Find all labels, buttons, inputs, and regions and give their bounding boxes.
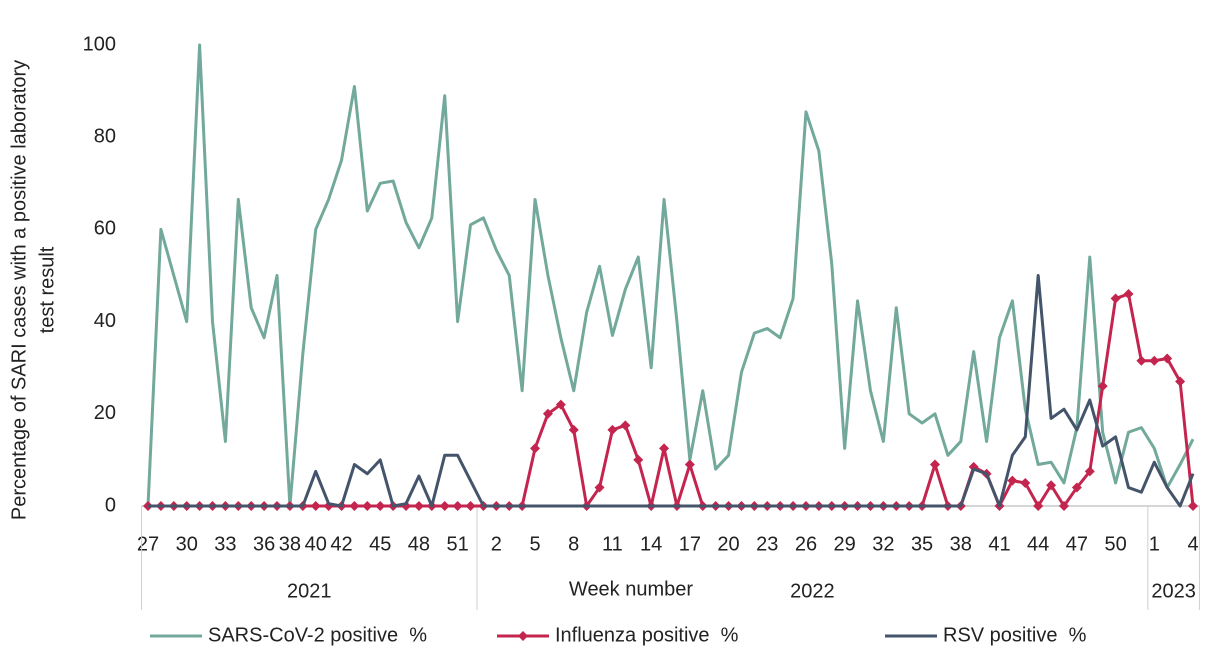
legend-label: RSV positive %	[943, 624, 1087, 646]
group-label: 2022	[790, 580, 835, 602]
data-point	[1020, 477, 1031, 488]
x-tick-label: 36	[253, 533, 275, 555]
data-point	[594, 482, 605, 493]
data-point	[362, 501, 373, 511]
y-axis-label: test result	[36, 246, 58, 333]
data-point	[555, 399, 566, 410]
data-point	[452, 501, 463, 511]
data-point	[1071, 482, 1082, 493]
legend-label: SARS-CoV-2 positive %	[208, 624, 427, 646]
legend-marker	[518, 631, 528, 641]
data-point	[1097, 381, 1108, 392]
x-tick-label: 38	[950, 533, 972, 555]
series-line	[148, 274, 1195, 508]
x-tick-label: 29	[834, 533, 856, 555]
data-point	[1007, 475, 1018, 486]
data-point	[929, 459, 940, 470]
data-point	[1046, 480, 1057, 491]
data-point	[568, 424, 579, 435]
x-tick-label: 50	[1104, 533, 1126, 555]
x-tick-label: 48	[408, 533, 430, 555]
y-tick-label: 40	[94, 310, 116, 332]
x-tick-label: 2	[491, 533, 502, 555]
data-point	[607, 424, 618, 435]
data-point	[349, 501, 360, 511]
data-point	[684, 459, 695, 470]
x-tick-label: 41	[988, 533, 1010, 555]
x-tick-label: 1	[1149, 533, 1160, 555]
data-point	[439, 501, 450, 511]
x-tick-label: 23	[756, 533, 778, 555]
x-tick-label: 35	[911, 533, 933, 555]
x-tick-label: 45	[369, 533, 391, 555]
y-tick-label: 20	[94, 402, 116, 424]
data-point	[310, 501, 321, 511]
x-tick-label: 42	[330, 533, 352, 555]
y-tick-label: 80	[94, 125, 116, 147]
data-point	[465, 501, 476, 511]
x-tick-label: 32	[872, 533, 894, 555]
x-tick-label: 8	[568, 533, 579, 555]
x-tick-label: 11	[602, 533, 623, 555]
data-point	[1149, 355, 1160, 366]
data-point	[375, 501, 386, 511]
series-line	[148, 292, 1195, 508]
data-point	[1162, 353, 1173, 364]
data-point	[530, 443, 541, 454]
data-point	[1110, 293, 1121, 304]
data-point	[1084, 466, 1095, 477]
x-tick-label: 27	[137, 533, 159, 555]
series-line	[146, 43, 1195, 508]
y-tick-label: 0	[105, 494, 116, 516]
x-tick-label: 14	[640, 533, 662, 555]
y-tick-label: 100	[83, 33, 116, 55]
group-label: 2023	[1151, 580, 1196, 602]
x-tick-label: 30	[176, 533, 198, 555]
x-axis-label: Week number	[569, 578, 693, 600]
legend-label: Influenza positive %	[555, 624, 739, 646]
data-point	[1123, 288, 1134, 299]
data-point	[542, 408, 553, 419]
x-tick-label: 47	[1066, 533, 1088, 555]
x-tick-label: 17	[679, 533, 701, 555]
x-tick-label: 26	[795, 533, 817, 555]
group-label: 2021	[287, 580, 332, 602]
x-tick-label: 4	[1187, 533, 1198, 555]
data-point	[633, 454, 644, 465]
data-point	[1175, 376, 1186, 387]
data-point	[1136, 355, 1147, 366]
y-axis-label: Percentage of SARI cases with a positive…	[8, 60, 30, 520]
x-tick-label: 5	[529, 533, 540, 555]
x-tick-label: 44	[1027, 533, 1049, 555]
x-tick-label: 40	[305, 533, 327, 555]
x-tick-label: 51	[447, 533, 469, 555]
x-tick-label: 33	[214, 533, 236, 555]
x-tick-label: 20	[717, 533, 739, 555]
x-tick-label: 38	[279, 533, 301, 555]
data-point	[620, 420, 631, 431]
data-point	[1033, 501, 1044, 511]
data-point	[1058, 501, 1069, 511]
data-point	[1188, 501, 1198, 511]
data-point	[659, 443, 670, 454]
y-tick-label: 60	[94, 218, 116, 240]
data-point	[413, 501, 424, 511]
